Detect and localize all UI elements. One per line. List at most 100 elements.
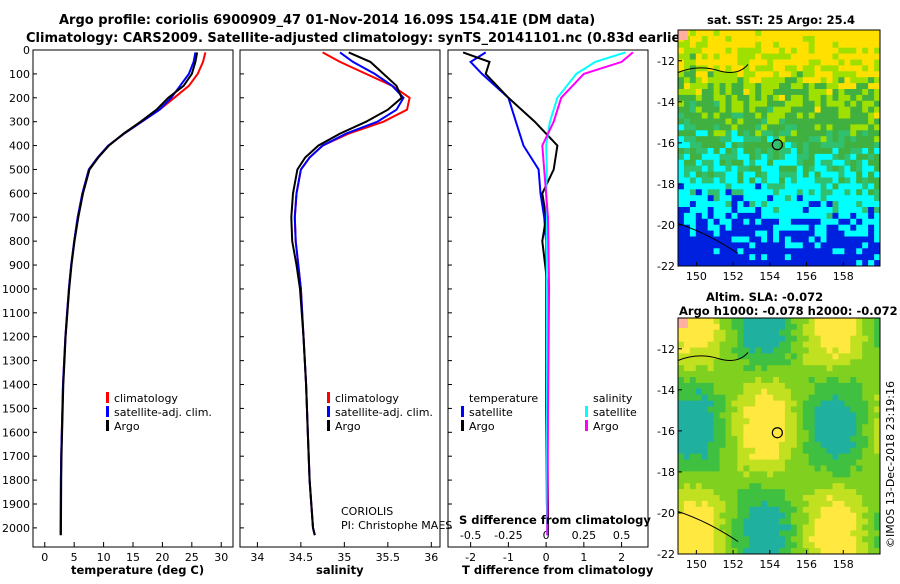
map-cell	[808, 71, 816, 78]
map-cell	[731, 382, 738, 390]
map-cell	[796, 77, 804, 84]
map-cell	[814, 207, 822, 214]
map-cell	[844, 201, 851, 208]
map-cell	[832, 30, 839, 37]
map-cell	[689, 477, 697, 484]
map-cell	[796, 59, 804, 66]
map-cell	[761, 447, 768, 455]
map-cell	[689, 377, 697, 384]
map-cell	[689, 489, 697, 496]
map-cell	[802, 353, 810, 360]
map-cell	[719, 159, 727, 167]
map-cell	[784, 371, 792, 378]
map-cell	[796, 171, 804, 179]
map-cell	[808, 77, 816, 84]
map-cell	[773, 524, 780, 531]
map-cell	[820, 418, 828, 425]
map-cell	[713, 65, 721, 72]
map-cell	[802, 153, 810, 161]
map-cell	[838, 341, 845, 349]
map-cell	[868, 171, 875, 179]
map-cell	[856, 124, 863, 131]
map-cell	[868, 530, 875, 537]
map-cell	[874, 130, 880, 137]
map-cell	[820, 536, 828, 543]
map-cell	[874, 365, 880, 372]
map-cell	[743, 41, 750, 49]
map-cell	[725, 382, 732, 390]
map-cell	[678, 506, 685, 514]
map-cell	[755, 124, 762, 131]
map-cell	[749, 260, 756, 266]
map-cell	[784, 30, 792, 37]
map-cell	[755, 201, 762, 208]
map-cell	[755, 335, 762, 343]
map-cell	[844, 65, 851, 72]
map-cell	[856, 329, 863, 337]
map-cell	[683, 118, 691, 125]
map-cell	[802, 30, 810, 37]
map-cell	[850, 394, 857, 402]
map-cell	[820, 477, 828, 484]
map-cell	[844, 536, 851, 543]
map-x-tick-label: 158	[833, 270, 854, 283]
map-cell	[755, 353, 762, 360]
argo-location-marker	[771, 427, 783, 439]
map-cell	[767, 153, 774, 161]
map-cell	[707, 495, 715, 502]
map-cell	[755, 248, 762, 255]
map-cell	[832, 418, 839, 425]
map-cell	[707, 347, 715, 354]
temperature-x-axis: 0 5 10 15 20 25 30	[41, 542, 228, 564]
map-cell	[779, 341, 786, 349]
map-cell	[874, 441, 880, 449]
map-cell	[761, 465, 768, 472]
map-cell	[695, 236, 703, 243]
map-cell	[796, 400, 804, 408]
map-cell	[784, 412, 792, 419]
map-cell	[826, 83, 833, 90]
map-cell	[784, 47, 792, 55]
map-cell	[784, 359, 792, 366]
map-cell	[713, 400, 721, 408]
map-cell	[826, 165, 833, 173]
map-cell	[868, 30, 875, 37]
map-cell	[743, 195, 750, 202]
map-cell	[773, 89, 780, 96]
map-cell	[749, 142, 756, 149]
map-cell	[689, 524, 697, 531]
map-cell	[814, 248, 822, 255]
map-cell	[719, 453, 727, 461]
map-cell	[678, 100, 685, 108]
map-cell	[743, 359, 750, 366]
map-cell	[767, 77, 774, 84]
map-cell	[737, 207, 744, 214]
map-cell	[749, 136, 756, 143]
map-cell	[731, 524, 738, 531]
map-cell	[725, 94, 732, 102]
map-cell	[779, 406, 786, 413]
map-cell	[749, 195, 756, 202]
map-cell	[844, 335, 851, 343]
map-cell	[874, 453, 880, 461]
map-cell	[784, 418, 792, 425]
map-cell	[868, 465, 875, 472]
map-cell	[761, 512, 768, 520]
map-x-tick-label: 156	[796, 558, 817, 571]
map-cell	[820, 441, 828, 449]
map-cell	[755, 207, 762, 214]
map-cell	[737, 59, 744, 66]
map-cell	[784, 406, 792, 413]
map-cell	[695, 518, 703, 526]
map-cell	[802, 418, 810, 425]
map-cell	[844, 441, 851, 449]
map-cell	[695, 353, 703, 360]
map-cell	[713, 130, 721, 137]
map-cell	[743, 106, 750, 114]
map-cell	[713, 418, 721, 425]
series-line	[59, 52, 199, 536]
map-cell	[826, 506, 833, 514]
depth-contour	[678, 223, 739, 254]
map-cell	[743, 94, 750, 102]
map-cell	[844, 218, 851, 226]
